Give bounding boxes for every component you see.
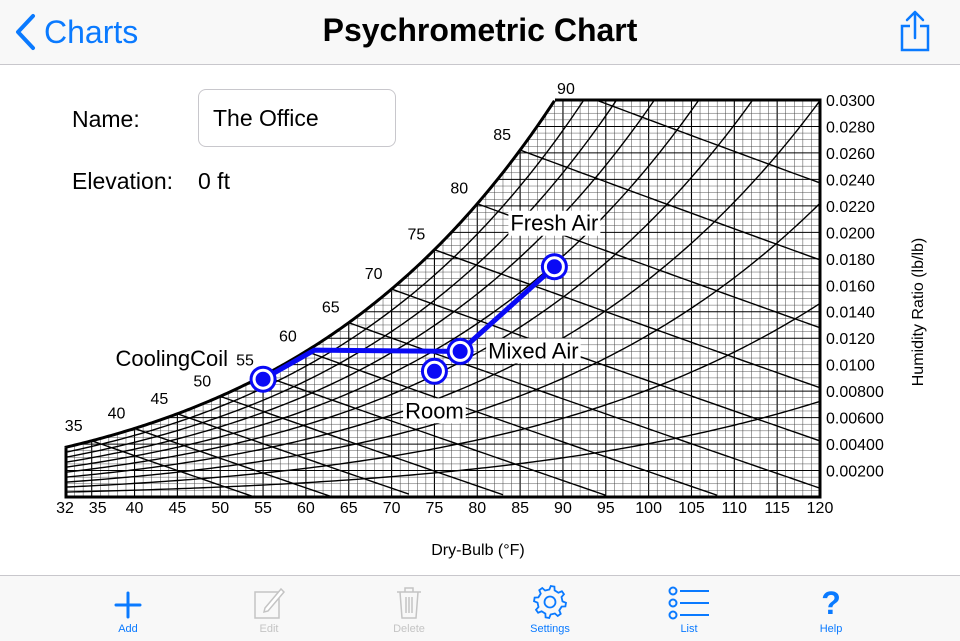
x-tick-label: 80 (468, 500, 486, 517)
help-button[interactable]: ? Help (786, 582, 876, 638)
y-tick-label: 0.0100 (826, 358, 875, 375)
y-tick-label: 0.0160 (826, 278, 875, 295)
state-point-center (546, 259, 562, 275)
wet-bulb-label: 45 (150, 391, 168, 408)
bottom-toolbar: Add Edit Delete Settings List ? Help (0, 575, 960, 641)
wet-bulb-label: 35 (65, 418, 83, 435)
y-tick-label: 0.0220 (826, 199, 875, 216)
x-tick-label: 100 (635, 500, 662, 517)
wet-bulb-label: 70 (365, 266, 383, 283)
wet-bulb-label: 40 (108, 405, 126, 422)
y-tick-label: 0.0300 (826, 93, 875, 110)
x-tick-label: 35 (89, 500, 107, 517)
x-tick-label: 75 (426, 500, 444, 517)
wet-bulb-label: 80 (450, 181, 468, 198)
wet-bulb-label: 75 (408, 227, 426, 244)
wet-bulb-label: 90 (557, 81, 575, 98)
state-point-label-bg (403, 398, 466, 424)
wet-bulb-label: 55 (236, 353, 254, 370)
x-tick-label: 85 (511, 500, 529, 517)
gear-icon (533, 585, 567, 619)
wet-bulb-label: 85 (493, 127, 511, 144)
x-tick-label: 110 (722, 500, 748, 517)
state-point-center (255, 371, 271, 387)
page-title: Psychrometric Chart (322, 12, 638, 48)
y-tick-label: 0.00600 (826, 411, 884, 428)
add-label: Add (118, 623, 138, 635)
wet-bulb-label: 65 (322, 300, 340, 317)
elevation-value: 0 ft (198, 168, 230, 194)
state-point-center (452, 343, 468, 359)
x-tick-label: 120 (807, 500, 834, 517)
y-tick-label: 0.0180 (826, 252, 875, 269)
process-line (261, 264, 557, 382)
delete-label: Delete (393, 623, 425, 635)
x-tick-label: 105 (678, 500, 705, 517)
chart-border (64, 98, 822, 499)
y-tick-label: 0.00400 (826, 437, 884, 454)
state-point-label: Room (405, 398, 464, 423)
help-label: Help (819, 623, 843, 635)
state-point-label-bg (486, 338, 581, 364)
x-tick-label: 70 (383, 500, 401, 517)
state-point-label-bg (113, 346, 231, 372)
x-tick-label: 115 (764, 500, 790, 517)
y-tick-label: 0.0120 (826, 331, 875, 348)
list-button[interactable]: List (644, 582, 734, 638)
x-tick-label: 95 (597, 500, 615, 517)
y-tick-label: 0.00200 (826, 464, 884, 481)
y-tick-label: 0.0240 (826, 172, 875, 189)
saturation-curve (64, 100, 556, 449)
x-axis-title: Dry-Bulb (°F) (431, 542, 525, 559)
list-label: List (680, 623, 698, 635)
x-tick-label: 60 (297, 500, 315, 517)
state-point-center (426, 363, 442, 379)
state-point-label: Mixed Air (488, 338, 578, 363)
plus-icon (114, 591, 142, 619)
x-tick-label: 90 (554, 500, 572, 517)
state-point-label: Fresh Air (510, 211, 598, 236)
state-point-label: CoolingCoil (116, 346, 229, 371)
x-tick-label: 45 (168, 500, 186, 517)
edit-label: Edit (259, 623, 279, 635)
y-tick-label: 0.0280 (826, 119, 875, 136)
chevron-left-icon (16, 14, 35, 50)
settings-label: Settings (530, 623, 570, 635)
add-button[interactable]: Add (83, 582, 173, 638)
back-button-label: Charts (44, 13, 139, 50)
elevation-label: Elevation: (72, 168, 174, 194)
settings-button[interactable]: Settings (505, 582, 595, 638)
back-button[interactable]: Charts (14, 10, 138, 54)
name-label: Name: (72, 106, 140, 132)
share-button[interactable] (898, 10, 932, 57)
edit-button[interactable]: Edit (224, 582, 314, 638)
trash-icon (397, 587, 421, 619)
navigation-bar: Charts Psychrometric Chart (0, 0, 960, 65)
share-icon (900, 10, 930, 52)
state-point-label-bg (508, 210, 601, 236)
y-tick-label: 0.0140 (826, 305, 875, 322)
x-tick-label: 50 (211, 500, 229, 517)
x-tick-label: 40 (126, 500, 144, 517)
y-tick-label: 0.00800 (826, 384, 884, 401)
edit-icon (254, 587, 285, 619)
x-tick-label: 32 (56, 500, 74, 517)
psychrometric-chart[interactable]: 32 35 40 45 50 55 60 65 70 75 80 85 90 95 100 105 110 115… (0, 66, 960, 575)
delete-button[interactable]: Delete (364, 582, 454, 638)
y-tick-label: 0.0200 (826, 225, 875, 242)
wet-bulb-label: 50 (193, 373, 211, 390)
question-icon: ? (821, 585, 841, 621)
name-input[interactable] (198, 89, 396, 147)
x-tick-label: 55 (254, 500, 272, 517)
x-tick-label: 65 (340, 500, 358, 517)
wet-bulb-label: 60 (279, 328, 297, 345)
y-axis-title: Humidity Ratio (lb/lb) (910, 238, 927, 386)
y-tick-label: 0.0260 (826, 146, 875, 163)
list-icon (668, 586, 709, 620)
